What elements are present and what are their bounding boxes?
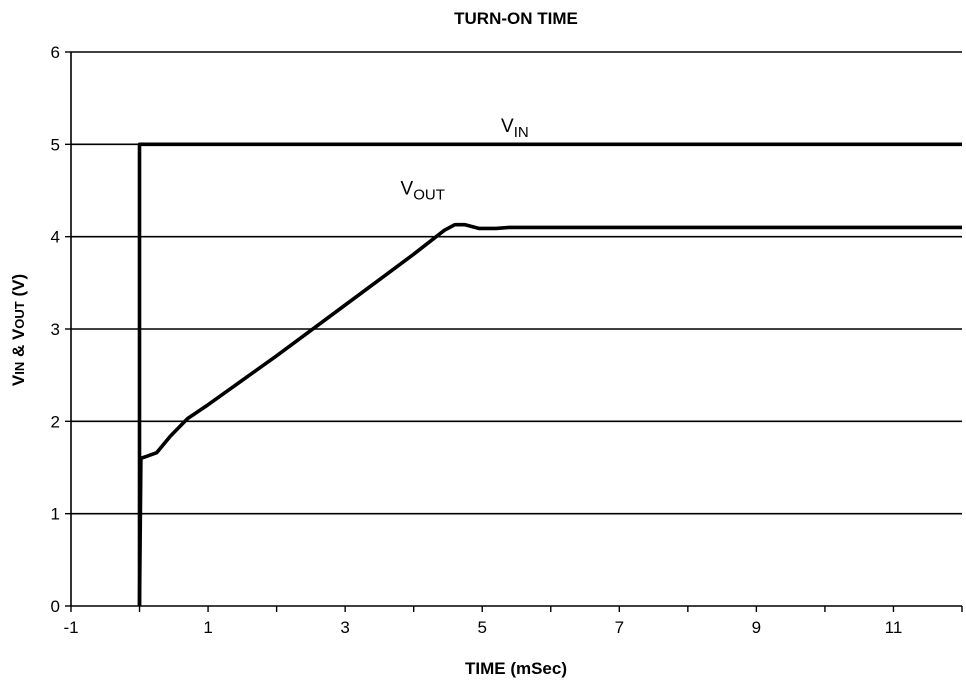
x-tick-label-11: 11: [885, 618, 903, 637]
x-axis-title: TIME (mSec): [465, 659, 567, 678]
y-tick-label-3: 3: [51, 320, 60, 339]
series-label-main: V: [501, 116, 514, 137]
x-tick-label-9: 9: [752, 618, 761, 637]
y-tick-label-0: 0: [51, 597, 60, 616]
x-tick-label--1: -1: [63, 618, 78, 637]
vin-line: [137, 142, 962, 606]
y-axis-title-part-0: V: [9, 374, 28, 386]
vout-label: VOUT: [401, 179, 445, 204]
y-tick-label-2: 2: [51, 412, 60, 431]
gridlines: [71, 51, 962, 515]
y-axis-ticks: 0 1 2 3 4 5 6: [51, 43, 71, 616]
vout-line: [137, 222, 962, 607]
series-lines: [137, 142, 962, 607]
y-tick-label-1: 1: [51, 505, 60, 524]
y-tick-label-5: 5: [51, 135, 60, 154]
y-axis-title-part-1: IN: [12, 362, 27, 375]
y-tick-label-4: 4: [51, 228, 60, 247]
chart-title: TURN-ON TIME: [454, 9, 578, 28]
series-label-sub: IN: [514, 124, 529, 141]
x-tick-label-3: 3: [340, 618, 349, 637]
x-tick-label-5: 5: [477, 618, 486, 637]
x-tick-label-7: 7: [615, 618, 624, 637]
y-tick-label-6: 6: [51, 43, 60, 62]
y-axis-title-part-4: (V): [9, 274, 28, 301]
y-axis-title-part-2: & V: [9, 328, 28, 362]
y-axis-title-part-3: OUT: [12, 301, 27, 329]
series-label-main: V: [401, 179, 414, 200]
x-tick-label-1: 1: [203, 618, 212, 637]
y-axis-title: VIN & VOUT (V): [9, 274, 28, 386]
series-label-sub: OUT: [413, 187, 445, 204]
vin-label: VIN: [501, 116, 529, 141]
x-axis-ticks: -1 1 3 5 7 9 11: [63, 606, 963, 637]
